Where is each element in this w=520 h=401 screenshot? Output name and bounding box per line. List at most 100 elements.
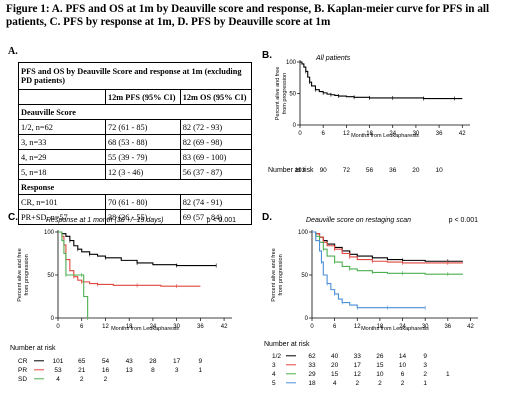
x-tick-label: 36	[444, 324, 451, 330]
chart-d-title: Deauville score on restaging scan	[306, 217, 411, 224]
table-cell: 4, n=29	[18, 149, 106, 165]
risk-value: 18	[308, 380, 316, 387]
table-cell: 70 (61 - 80)	[105, 194, 181, 210]
risk-value: 17	[173, 358, 181, 365]
risk-value: 90	[320, 167, 328, 174]
risk-value: 56	[366, 167, 374, 174]
y-tick-label: 50	[47, 273, 54, 279]
risk-row-name: PR	[18, 367, 27, 374]
risk-value: 15	[376, 362, 384, 369]
risk-value: 62	[308, 353, 316, 360]
risk-value: 53	[54, 367, 62, 374]
chart-d-x-label: Months from Leukapharesis	[361, 326, 429, 332]
panel-a-label: A.	[8, 46, 18, 57]
x-tick-label: 24	[399, 324, 406, 330]
risk-value: 33	[354, 353, 362, 360]
risk-value: 2	[104, 376, 108, 383]
chart-c-series-CR	[58, 231, 217, 267]
x-tick-label: 36	[436, 131, 443, 137]
risk-value: 6	[401, 371, 405, 378]
table-cell: 12 (3 - 46)	[105, 164, 181, 180]
risk-value: 193	[295, 167, 306, 174]
summary-table: PFS and OS by Deauville Score and respon…	[18, 62, 253, 225]
risk-value: 10	[399, 362, 407, 369]
risk-value: 26	[376, 353, 384, 360]
risk-value: 9	[423, 353, 427, 360]
table-cell: 1/2, n=62	[18, 119, 106, 135]
risk-value: 3	[175, 367, 179, 374]
y-tick-label: 50	[301, 273, 308, 279]
risk-value: 2	[378, 380, 382, 387]
table-cell: 5, n=18	[18, 164, 106, 180]
panel-b-label: B.	[262, 50, 272, 61]
risk-value: 9	[199, 358, 203, 365]
x-tick-label: 42	[459, 131, 466, 137]
x-tick-label: 6	[80, 324, 84, 330]
table-section-header: Response	[18, 179, 252, 195]
chart-d-y-label: Percent alive and freefrom progression	[271, 248, 284, 302]
risk-row-name: SD	[18, 376, 27, 383]
chart-d-series-4	[312, 231, 463, 275]
x-tick-label: 36	[197, 324, 204, 330]
y-label-line: Percent alive and free	[17, 248, 23, 302]
risk-value: 20	[412, 167, 420, 174]
y-tick-label: 100	[298, 230, 309, 236]
table-cell: 3, n=33	[18, 134, 106, 150]
risk-value: 36	[389, 167, 397, 174]
y-tick-label: 100	[286, 60, 297, 66]
y-tick-label: 100	[44, 230, 55, 236]
table-section-row: Deauville Score	[18, 104, 252, 120]
y-label-line: from progression	[24, 254, 30, 295]
risk-value: 20	[331, 362, 339, 369]
x-tick-label: 0	[298, 131, 302, 137]
x-tick-label: 0	[56, 324, 60, 330]
risk-row-name: 5	[272, 380, 276, 387]
chart-c-risk-label: Number at risk	[10, 345, 56, 352]
risk-value: 3	[423, 362, 427, 369]
risk-value: 54	[102, 358, 110, 365]
chart-d-series-1-2	[312, 231, 463, 262]
table-row: 3, n=33 68 (53 - 88) 82 (69 - 98)	[18, 134, 253, 150]
table-row: 5, n=18 12 (3 - 46) 56 (37 - 87)	[18, 164, 253, 180]
chart-b-x-label: Months from Leukapharesis	[351, 133, 419, 139]
risk-value: 16	[102, 367, 110, 374]
table-cell: 68 (53 - 88)	[105, 134, 181, 150]
risk-value: 72	[343, 167, 351, 174]
risk-row-name: 3	[272, 362, 276, 369]
table-row: CR, n=101 70 (61 - 80) 82 (74 - 91)	[18, 194, 253, 210]
risk-value: 2	[401, 380, 405, 387]
x-tick-label: 0	[310, 324, 314, 330]
y-label-line: from progression	[278, 254, 284, 295]
risk-value: 14	[399, 353, 407, 360]
risk-value: 13	[126, 367, 134, 374]
chart-c-series-SD	[58, 231, 89, 318]
risk-value: 43	[126, 358, 134, 365]
risk-row-name: 4	[272, 371, 276, 378]
chart-c-y-label: Percent alive and freefrom progression	[17, 248, 30, 302]
x-tick-label: 24	[150, 324, 157, 330]
chart-d-series-3	[312, 231, 463, 264]
risk-value: 65	[78, 358, 86, 365]
table-row: 1/2, n=62 72 (61 - 85) 82 (72 - 93)	[18, 119, 253, 135]
y-label-line: Percent alive and free	[275, 67, 281, 121]
table-cell: CR, n=101	[18, 194, 106, 210]
risk-value: 33	[308, 362, 316, 369]
x-tick-label: 42	[467, 324, 474, 330]
risk-value: 29	[308, 371, 316, 378]
y-tick-label: 0	[293, 123, 297, 129]
table-cell: 69 (57 - 84)	[179, 209, 253, 225]
table-cell: 82 (74 - 91)	[179, 194, 253, 210]
y-label-line: from progression	[282, 73, 288, 114]
x-tick-label: 18	[126, 324, 133, 330]
x-tick-label: 30	[413, 131, 420, 137]
y-tick-label: 0	[51, 316, 55, 322]
chart-b-risk-label: Number at risk	[268, 167, 314, 174]
risk-value: 28	[149, 358, 157, 365]
table-title-row: PFS and OS by Deauville Score and respon…	[18, 62, 252, 90]
table-title: PFS and OS by Deauville Score and respon…	[18, 62, 252, 90]
risk-value: 101	[53, 358, 64, 365]
risk-value: 40	[331, 353, 339, 360]
table-cell: 83 (69 - 100)	[179, 149, 253, 165]
table-cell: 82 (69 - 98)	[179, 134, 253, 150]
x-tick-label: 30	[173, 324, 180, 330]
